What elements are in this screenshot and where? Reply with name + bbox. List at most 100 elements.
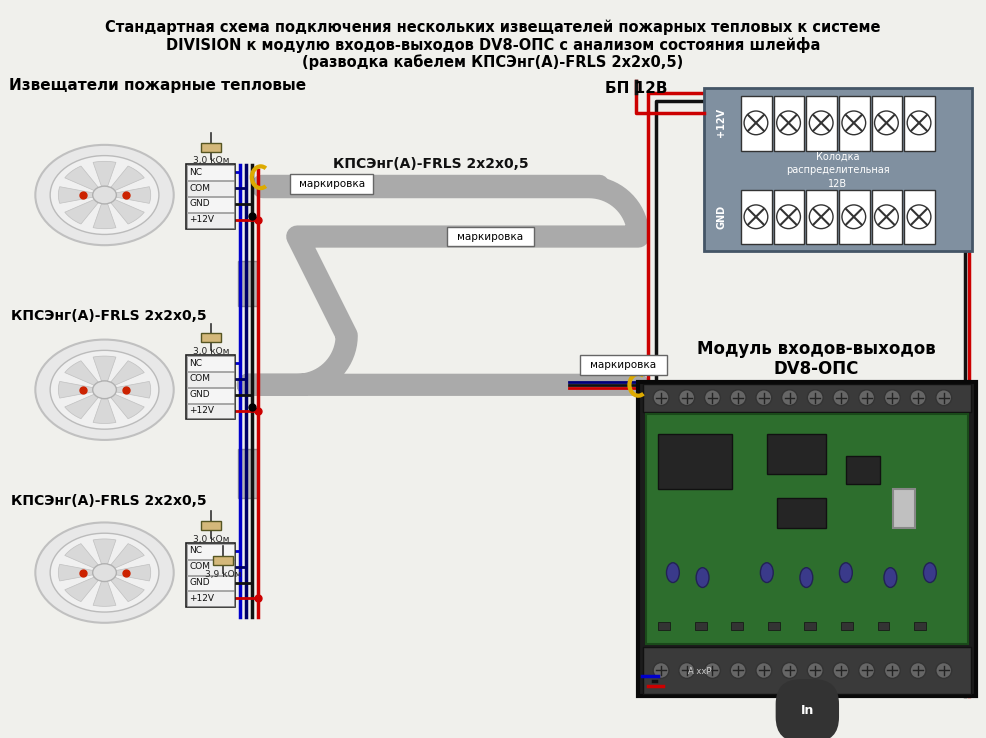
Bar	[201, 521, 221, 530]
Polygon shape	[93, 356, 116, 390]
Circle shape	[875, 205, 898, 229]
Circle shape	[833, 663, 849, 678]
Bar	[186, 213, 234, 227]
Bar	[846, 456, 880, 483]
Ellipse shape	[696, 568, 709, 587]
Bar	[839, 96, 870, 151]
Polygon shape	[105, 565, 151, 581]
Text: DIVISION к модулю входов-выходов DV8-ОПС с анализом состояния шлейфа: DIVISION к модулю входов-выходов DV8-ОПС…	[166, 37, 820, 53]
Polygon shape	[65, 544, 105, 573]
Polygon shape	[65, 361, 105, 390]
Text: Стандартная схема подключения нескольких извещателей пожарных тепловых к системе: Стандартная схема подключения нескольких…	[106, 19, 880, 35]
Bar	[186, 560, 234, 575]
Ellipse shape	[760, 563, 773, 582]
Polygon shape	[93, 162, 116, 195]
Text: In: In	[801, 704, 814, 717]
Text: NC: NC	[189, 359, 202, 368]
Bar	[774, 96, 805, 151]
Polygon shape	[58, 565, 105, 581]
Circle shape	[842, 111, 866, 135]
Circle shape	[842, 205, 866, 229]
Text: COM: COM	[189, 374, 211, 383]
Circle shape	[678, 663, 695, 678]
Text: КПСЭнг(А)-FRLS 2х2х0,5: КПСЭнг(А)-FRLS 2х2х0,5	[11, 494, 206, 508]
Bar	[186, 182, 234, 196]
Ellipse shape	[924, 563, 937, 582]
Bar	[238, 449, 257, 498]
Polygon shape	[105, 573, 144, 601]
Circle shape	[875, 111, 898, 135]
Bar	[643, 384, 971, 412]
Ellipse shape	[35, 339, 174, 440]
Bar	[914, 622, 926, 630]
Text: маркировка: маркировка	[457, 232, 524, 241]
Circle shape	[782, 663, 798, 678]
Ellipse shape	[667, 563, 679, 582]
Bar	[201, 334, 221, 342]
Circle shape	[910, 663, 926, 678]
Text: GND: GND	[189, 199, 210, 208]
Circle shape	[782, 390, 798, 406]
Bar	[872, 190, 902, 244]
Circle shape	[859, 663, 875, 678]
Text: 3,0 кОм: 3,0 кОм	[193, 535, 230, 544]
Bar	[807, 96, 837, 151]
Text: +12V: +12V	[189, 215, 215, 224]
Polygon shape	[105, 390, 144, 418]
Bar	[839, 190, 870, 244]
Bar	[841, 622, 853, 630]
Text: +12V: +12V	[189, 594, 215, 603]
Polygon shape	[65, 166, 105, 195]
Circle shape	[936, 663, 951, 678]
Circle shape	[653, 663, 669, 678]
Circle shape	[936, 390, 951, 406]
Bar	[238, 261, 257, 306]
Bar	[186, 404, 234, 418]
Circle shape	[705, 390, 721, 406]
Bar	[805, 622, 816, 630]
Text: A xxP: A xxP	[687, 667, 711, 676]
Circle shape	[810, 205, 833, 229]
Text: Колодка
распределительная
12В: Колодка распределительная 12В	[786, 152, 889, 188]
Bar	[646, 415, 968, 644]
Ellipse shape	[800, 568, 812, 587]
Polygon shape	[58, 382, 105, 398]
Bar	[774, 190, 805, 244]
Ellipse shape	[35, 523, 174, 623]
Text: NC: NC	[189, 168, 202, 177]
Circle shape	[653, 390, 669, 406]
Circle shape	[884, 390, 900, 406]
Text: маркировка: маркировка	[591, 360, 657, 370]
Bar	[186, 165, 234, 180]
Circle shape	[705, 663, 721, 678]
Bar	[777, 498, 826, 528]
Bar	[732, 622, 743, 630]
Bar	[872, 96, 902, 151]
FancyBboxPatch shape	[290, 174, 374, 194]
Circle shape	[777, 205, 801, 229]
Polygon shape	[93, 573, 116, 607]
Bar	[185, 543, 235, 607]
Text: +12V: +12V	[717, 108, 727, 137]
Bar	[741, 190, 772, 244]
Bar	[213, 556, 233, 565]
Bar	[186, 591, 234, 606]
Ellipse shape	[93, 186, 116, 204]
Text: Модуль входов-выходов: Модуль входов-выходов	[697, 340, 936, 359]
Ellipse shape	[50, 534, 159, 612]
Text: маркировка: маркировка	[299, 179, 365, 189]
Circle shape	[756, 663, 772, 678]
Text: GND: GND	[189, 390, 210, 399]
Bar	[658, 622, 669, 630]
Circle shape	[744, 205, 768, 229]
Bar	[658, 434, 733, 489]
Text: DV8-ОПС: DV8-ОПС	[774, 360, 859, 378]
Text: Извещатели пожарные тепловые: Извещатели пожарные тепловые	[9, 78, 306, 94]
Bar	[185, 355, 235, 419]
Bar	[878, 622, 889, 630]
Bar	[186, 387, 234, 403]
Circle shape	[731, 390, 746, 406]
Bar	[741, 96, 772, 151]
Bar	[807, 190, 837, 244]
Bar	[643, 646, 971, 694]
